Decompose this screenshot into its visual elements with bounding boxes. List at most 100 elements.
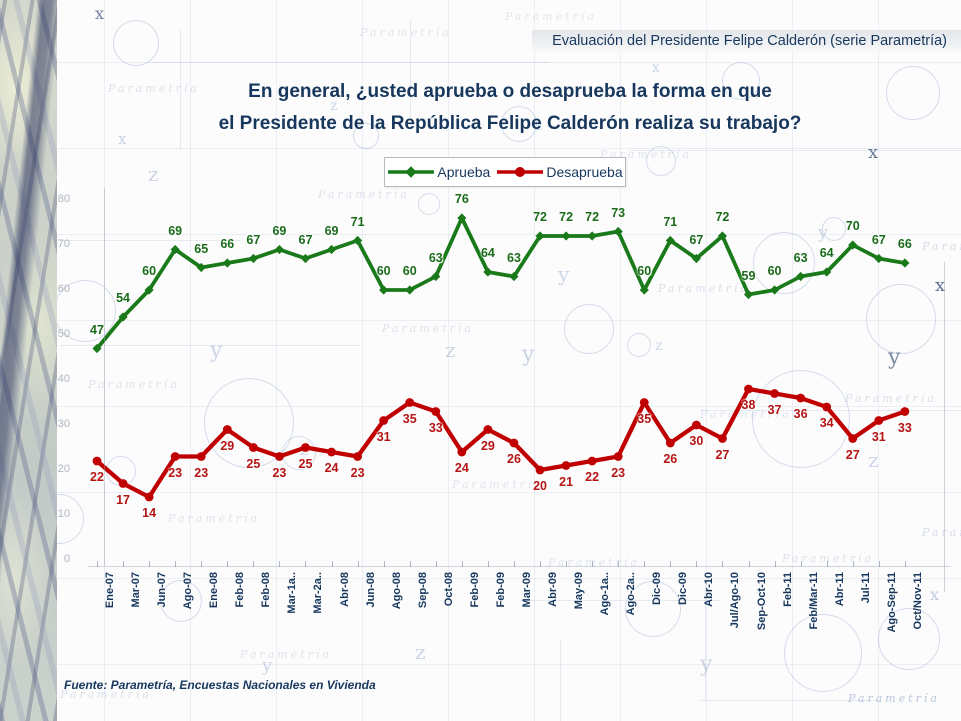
data-label-aprueba: 67 bbox=[689, 232, 704, 247]
data-label-desaprueba: 27 bbox=[715, 447, 730, 462]
parametria-watermark: Parametría bbox=[168, 512, 260, 525]
data-point-aprueba bbox=[561, 231, 571, 241]
x-axis-tick-mark bbox=[748, 561, 750, 567]
blueprint-letter-z: z bbox=[415, 640, 426, 664]
data-label-desaprueba: 23 bbox=[168, 465, 183, 480]
data-point-desaprueba bbox=[900, 407, 910, 416]
x-axis-tick-mark bbox=[852, 561, 854, 567]
data-label-aprueba: 63 bbox=[428, 250, 443, 265]
x-axis-category-label: Abr-11 bbox=[833, 572, 846, 607]
x-axis-tick-mark bbox=[97, 561, 98, 567]
x-axis-tick-mark bbox=[826, 561, 828, 567]
data-point-desaprueba bbox=[379, 416, 389, 425]
data-point-aprueba bbox=[613, 226, 623, 237]
x-axis-tick-mark bbox=[435, 561, 437, 567]
x-axis-tick-mark bbox=[513, 561, 515, 567]
compass-circle bbox=[886, 66, 940, 120]
data-point-aprueba bbox=[457, 213, 467, 223]
data-label-aprueba: 65 bbox=[194, 241, 209, 256]
x-axis-category-label: Abr-10 bbox=[703, 572, 716, 607]
data-point-aprueba bbox=[717, 231, 728, 241]
data-label-aprueba: 71 bbox=[663, 214, 678, 229]
compass-circle bbox=[113, 20, 159, 66]
data-label-desaprueba: 24 bbox=[324, 461, 339, 475]
data-label-desaprueba: 31 bbox=[376, 429, 391, 444]
legend-label-aprueba: Aprueba bbox=[437, 164, 491, 180]
data-label-desaprueba: 24 bbox=[454, 461, 469, 475]
legend-item-desaprueba: Desaprueba bbox=[496, 164, 623, 180]
data-point-desaprueba bbox=[770, 389, 779, 398]
data-point-aprueba bbox=[144, 285, 154, 295]
x-axis-category-label: Feb-08 bbox=[260, 572, 273, 608]
data-point-aprueba bbox=[196, 262, 206, 273]
x-axis-category-label: Jul-11 bbox=[859, 572, 872, 604]
data-label-aprueba: 72 bbox=[585, 210, 600, 224]
compass-circle bbox=[204, 378, 294, 468]
blueprint-line bbox=[60, 345, 360, 346]
data-point-aprueba bbox=[769, 285, 780, 295]
compass-circle bbox=[564, 304, 614, 354]
data-label-desaprueba: 36 bbox=[793, 407, 808, 421]
compass-circle bbox=[501, 106, 537, 142]
parametria-watermark: Parametría bbox=[382, 322, 474, 335]
data-label-aprueba: 67 bbox=[871, 232, 886, 247]
x-axis-line bbox=[88, 566, 950, 567]
x-axis-tick-mark bbox=[253, 561, 255, 567]
data-label-desaprueba: 14 bbox=[142, 506, 157, 520]
parametria-watermark: Parametría bbox=[240, 648, 332, 661]
blueprint-letter-x: x bbox=[930, 585, 940, 604]
data-label-aprueba: 69 bbox=[272, 223, 287, 238]
data-point-desaprueba bbox=[457, 447, 467, 457]
parametria-watermark: Parametría bbox=[505, 10, 597, 23]
data-point-desaprueba bbox=[613, 452, 623, 461]
data-label-aprueba: 59 bbox=[741, 268, 756, 283]
data-point-aprueba bbox=[248, 253, 258, 264]
chart-title: En general, ¿usted aprueba o desaprueba … bbox=[140, 76, 880, 140]
x-axis-category-label: Abr-09 bbox=[547, 572, 560, 607]
x-axis-tick-mark bbox=[461, 561, 463, 567]
data-point-aprueba bbox=[431, 271, 441, 282]
data-point-desaprueba bbox=[327, 447, 336, 457]
x-axis-tick-mark bbox=[904, 561, 906, 567]
data-label-desaprueba: 20 bbox=[533, 479, 547, 493]
data-label-aprueba: 63 bbox=[793, 250, 808, 265]
x-axis-category-label: Sep-Oct-10 bbox=[755, 572, 768, 631]
blueprint-letter-y: y bbox=[210, 338, 223, 363]
x-axis-category-label: Feb-09 bbox=[494, 572, 507, 608]
data-label-aprueba: 73 bbox=[611, 205, 626, 220]
blueprint-letter-x: x bbox=[935, 275, 946, 296]
data-label-aprueba: 60 bbox=[402, 264, 417, 278]
data-point-desaprueba bbox=[248, 443, 258, 452]
blueprint-letter-z: z bbox=[445, 338, 456, 362]
blueprint-line bbox=[520, 600, 720, 601]
x-axis-tick-mark bbox=[696, 561, 698, 567]
data-point-aprueba bbox=[118, 312, 128, 322]
data-label-desaprueba: 23 bbox=[272, 465, 287, 480]
data-point-desaprueba bbox=[718, 434, 727, 443]
x-axis-tick-mark bbox=[331, 561, 333, 567]
blueprint-line bbox=[700, 700, 880, 701]
blueprint-letter-y: y bbox=[888, 345, 901, 370]
title-line-2: el Presidente de la República Felipe Cal… bbox=[218, 113, 802, 134]
blueprint-line bbox=[180, 30, 181, 150]
x-axis-tick-mark bbox=[201, 561, 203, 567]
data-point-desaprueba bbox=[691, 420, 701, 430]
data-label-aprueba: 54 bbox=[116, 291, 130, 305]
parametria-watermark: Parametría bbox=[60, 688, 152, 701]
data-point-desaprueba bbox=[665, 438, 675, 448]
blueprint-letter-y: y bbox=[818, 222, 829, 243]
x-axis-tick-mark bbox=[305, 561, 307, 567]
data-point-desaprueba bbox=[822, 402, 832, 412]
x-axis-category-label: Feb-11 bbox=[781, 572, 794, 607]
blueprint-letter-z: z bbox=[868, 448, 879, 472]
x-axis-tick-mark bbox=[409, 561, 411, 567]
data-point-desaprueba bbox=[848, 434, 858, 443]
x-axis-category-label: Ago-Sep-11 bbox=[885, 572, 898, 633]
x-axis-tick-mark bbox=[383, 561, 385, 567]
data-label-aprueba: 66 bbox=[220, 237, 235, 251]
data-label-desaprueba: 26 bbox=[663, 452, 678, 466]
x-axis-category-label: Mar-1a.. bbox=[286, 572, 299, 614]
blueprint-line bbox=[560, 640, 561, 721]
blueprint-letter-y: y bbox=[558, 262, 570, 286]
